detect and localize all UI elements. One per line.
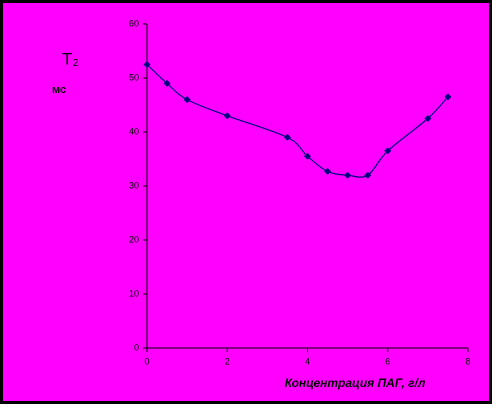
data-point bbox=[223, 112, 231, 120]
y-tick-label: 30 bbox=[129, 180, 139, 190]
y-tick-label: 20 bbox=[129, 234, 139, 244]
y-axis-unit: мс bbox=[52, 84, 66, 96]
data-point bbox=[304, 152, 311, 160]
data-point bbox=[324, 167, 332, 175]
x-tick-label: 8 bbox=[465, 356, 470, 366]
x-tick-label: 0 bbox=[144, 356, 149, 366]
data-point bbox=[344, 171, 352, 179]
y-tick-label: 40 bbox=[129, 126, 139, 136]
data-point bbox=[143, 61, 151, 68]
x-tick-label: 2 bbox=[225, 356, 230, 366]
data-point bbox=[444, 93, 452, 101]
data-point bbox=[364, 171, 372, 179]
data-point bbox=[384, 147, 392, 155]
y-tick-label: 10 bbox=[129, 288, 139, 298]
data-point bbox=[283, 133, 291, 141]
y-axis-label: T₂ bbox=[62, 49, 79, 68]
data-point bbox=[183, 96, 191, 104]
y-tick-label: 0 bbox=[134, 342, 139, 352]
y-tick-label: 50 bbox=[129, 72, 139, 82]
x-axis-label: Концентрация ПАГ, г/л bbox=[285, 376, 426, 390]
x-tick-label: 6 bbox=[385, 356, 390, 366]
y-tick-label: 60 bbox=[129, 18, 139, 28]
background bbox=[3, 3, 489, 401]
x-tick-label: 4 bbox=[305, 356, 310, 366]
data-point bbox=[424, 115, 432, 122]
data-point bbox=[163, 79, 171, 87]
